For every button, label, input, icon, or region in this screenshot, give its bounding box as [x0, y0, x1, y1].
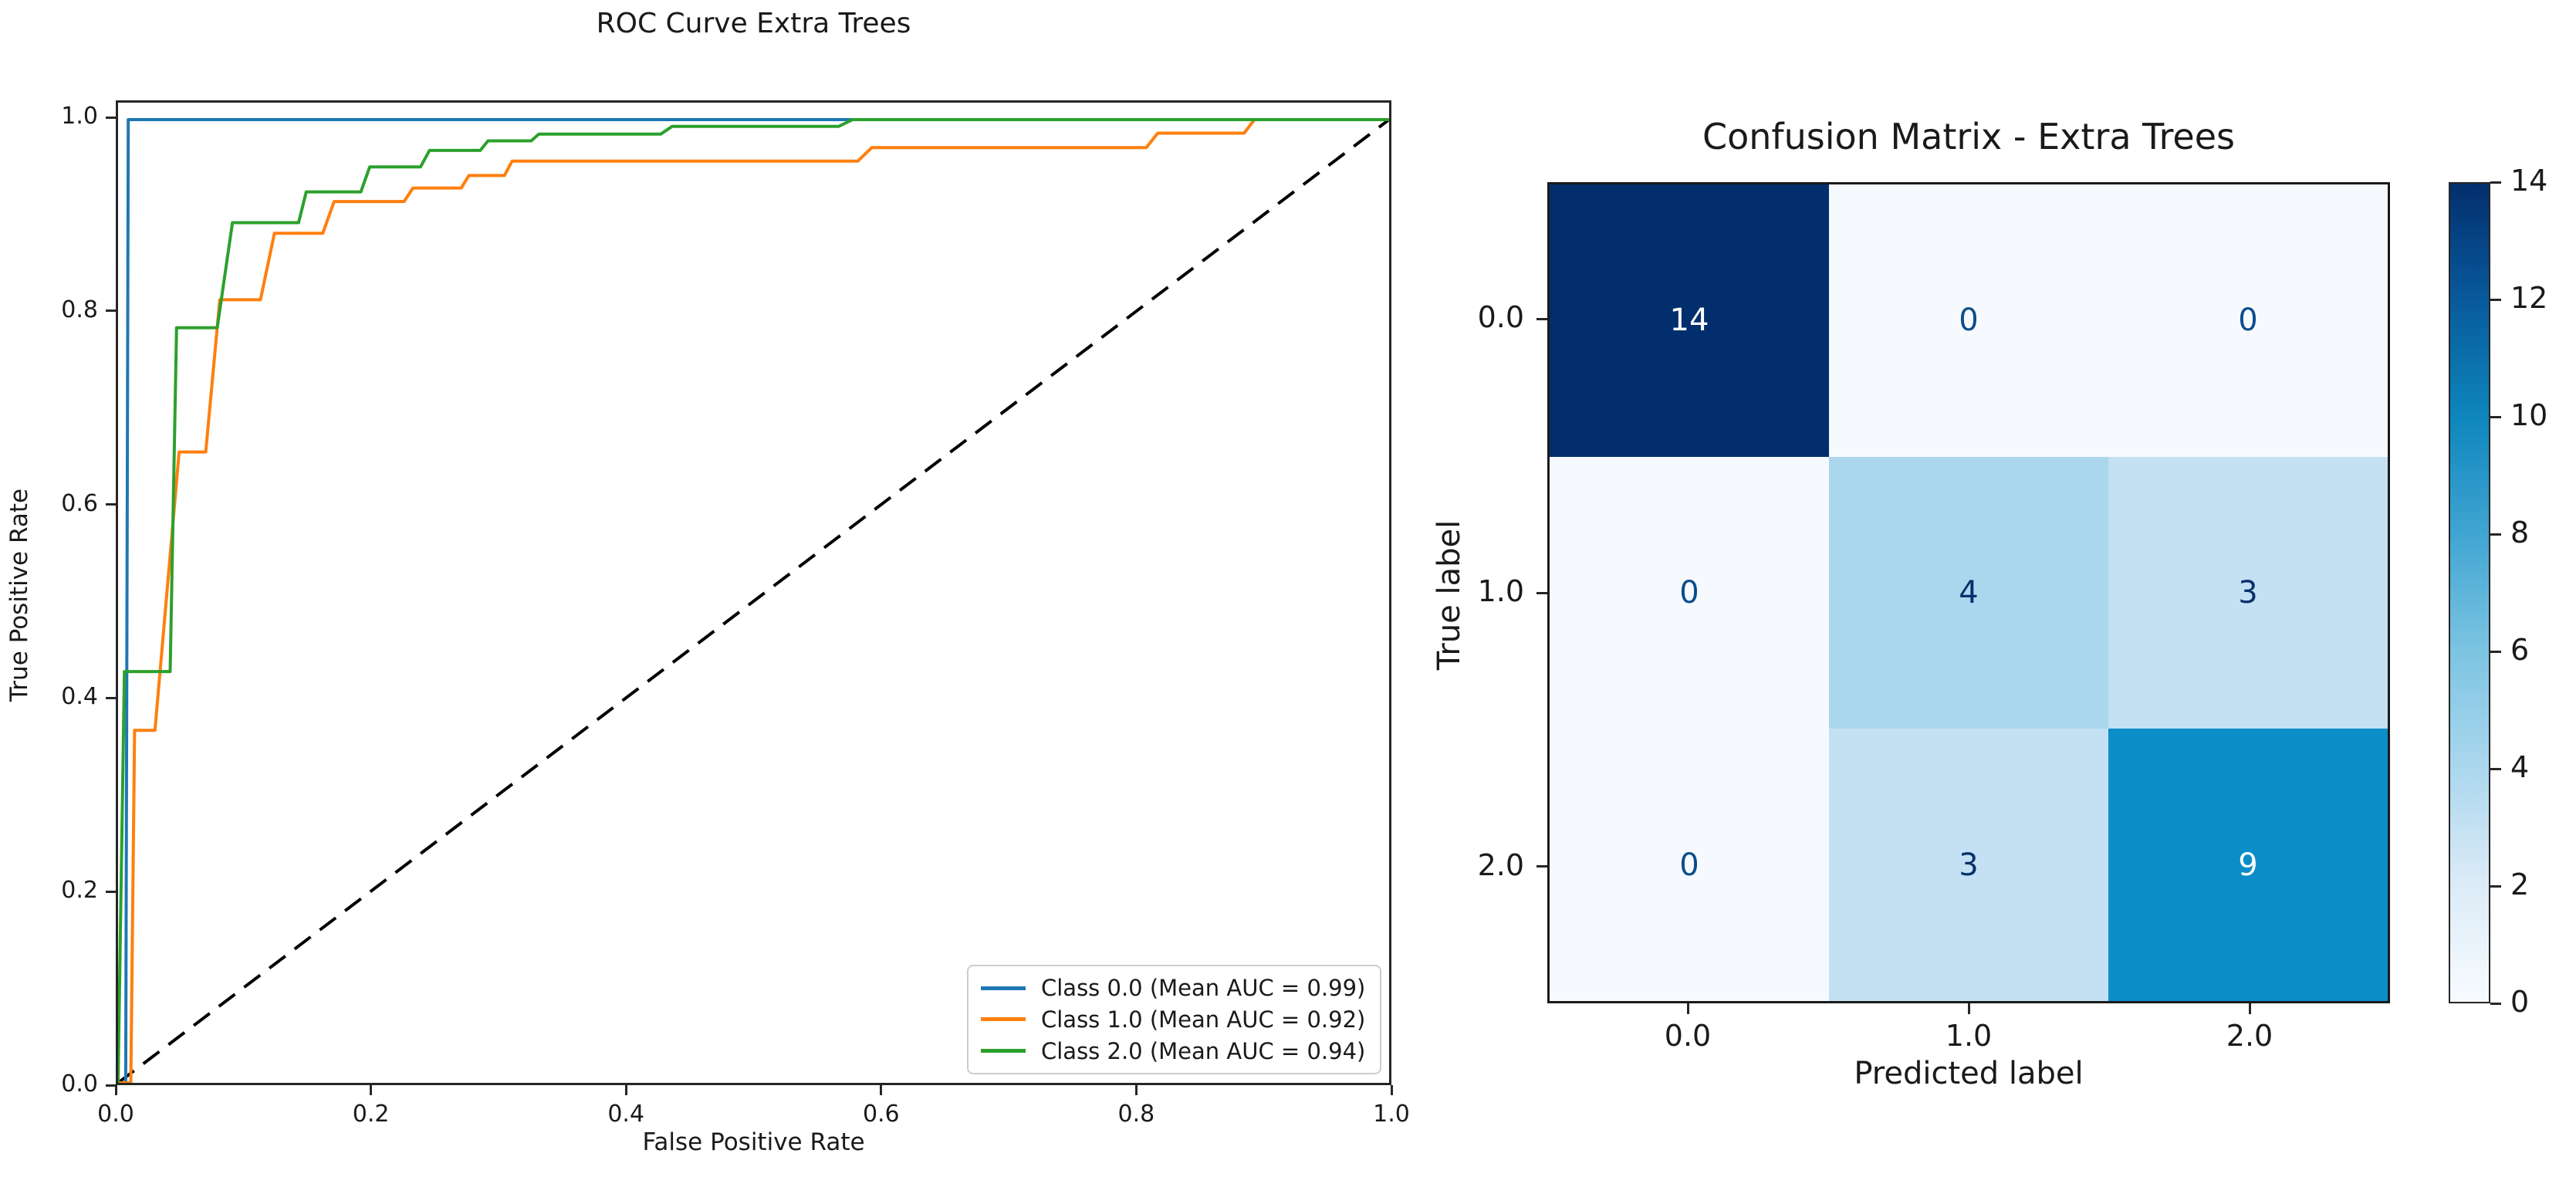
- cm-x-tick-mark: [1967, 1003, 1970, 1014]
- cm-xaxis-label: Predicted label: [1854, 1056, 2084, 1091]
- roc-x-tick-mark: [1134, 1085, 1138, 1095]
- cm-colorbar-tick-mark: [2490, 298, 2501, 301]
- cm-y-tick-label: 2.0: [1477, 847, 1524, 882]
- legend-line-swatch: [981, 1017, 1026, 1022]
- roc-y-tick-mark: [106, 890, 116, 893]
- cm-colorbar-tick-label: 12: [2510, 281, 2548, 315]
- cm-colorbar-tick-mark: [2490, 650, 2501, 653]
- roc-yaxis-label: True Positive Rate: [5, 488, 33, 702]
- cm-colorbar-tick-mark: [2490, 181, 2501, 184]
- roc-x-tick-label: 0.2: [352, 1101, 390, 1128]
- cm-colorbar: [2449, 182, 2490, 1003]
- legend-entry: Class 0.0 (Mean AUC = 0.99): [981, 975, 1367, 1001]
- cm-colorbar-tick-label: 8: [2510, 516, 2530, 550]
- cm-cell-r1c1: 4: [1829, 456, 2108, 729]
- roc-y-tick-mark: [106, 309, 116, 313]
- roc-x-tick-mark: [370, 1085, 373, 1095]
- cm-colorbar-tick-mark: [2490, 767, 2501, 770]
- roc-curves-svg: [118, 118, 1389, 1083]
- roc-title: ROC Curve Extra Trees: [596, 8, 911, 39]
- cm-colorbar-tick-label: 10: [2510, 398, 2548, 432]
- cm-x-tick-mark: [2248, 1003, 2251, 1014]
- cm-x-tick-mark: [1686, 1003, 1689, 1014]
- legend-entry: Class 2.0 (Mean AUC = 0.94): [981, 1038, 1367, 1064]
- cm-colorbar-tick-label: 2: [2510, 868, 2530, 901]
- cm-colorbar-tick-label: 0: [2510, 985, 2530, 1019]
- cm-colorbar-tick-label: 14: [2510, 164, 2548, 198]
- roc-x-tick-mark: [1390, 1085, 1393, 1095]
- roc-x-tick-label: 0.8: [1117, 1101, 1155, 1128]
- cm-y-tick-label: 1.0: [1477, 574, 1524, 608]
- roc-y-tick-label: 0.8: [61, 296, 98, 323]
- cm-cell-r2c0: 0: [1550, 729, 1829, 1001]
- roc-x-tick-label: 0.4: [607, 1101, 645, 1128]
- legend-label: Class 0.0 (Mean AUC = 0.99): [1041, 975, 1366, 1002]
- cm-cell-r0c2: 0: [2108, 184, 2388, 457]
- roc-x-tick-mark: [880, 1085, 883, 1095]
- roc-y-tick-label: 0.0: [61, 1070, 98, 1098]
- cm-y-tick-mark: [1536, 865, 1547, 868]
- roc-legend: Class 0.0 (Mean AUC = 0.99) Class 1.0 (Me…: [967, 965, 1381, 1074]
- roc-y-tick-mark: [106, 116, 116, 119]
- cm-x-tick-label: 1.0: [1945, 1019, 1993, 1053]
- roc-x-tick-mark: [114, 1085, 117, 1095]
- cm-y-tick-mark: [1536, 591, 1547, 594]
- roc-curve-class-2-0: [118, 118, 1389, 1083]
- cm-title: Confusion Matrix - Extra Trees: [1702, 116, 2235, 157]
- cm-cell-r2c1: 3: [1829, 729, 2108, 1001]
- cm-x-tick-label: 2.0: [2226, 1019, 2273, 1053]
- roc-x-tick-mark: [624, 1085, 627, 1095]
- cm-y-tick-mark: [1536, 317, 1547, 320]
- roc-curve-class-1-0: [118, 118, 1389, 1083]
- cm-cell-r0c1: 0: [1829, 184, 2108, 457]
- roc-y-tick-mark: [106, 696, 116, 699]
- cm-colorbar-tick-label: 6: [2510, 633, 2530, 667]
- roc-plot-area: [116, 100, 1391, 1085]
- cm-heatmap: 14 0 0 0 4 3 0 3 9: [1547, 182, 2390, 1003]
- cm-colorbar-tick-mark: [2490, 415, 2501, 418]
- roc-y-tick-mark: [106, 503, 116, 506]
- legend-entry: Class 1.0 (Mean AUC = 0.92): [981, 1006, 1367, 1033]
- roc-x-tick-label: 0.6: [862, 1101, 900, 1128]
- roc-chance-diagonal: [118, 118, 1389, 1083]
- legend-line-swatch: [981, 1049, 1026, 1054]
- roc-x-tick-label: 1.0: [1373, 1101, 1410, 1128]
- cm-cell-r0c0: 14: [1550, 184, 1829, 457]
- roc-xaxis-label: False Positive Rate: [642, 1128, 865, 1156]
- cm-cell-r1c2: 3: [2108, 456, 2388, 729]
- cm-colorbar-tick-mark: [2490, 884, 2501, 888]
- roc-x-tick-label: 0.0: [97, 1101, 134, 1128]
- roc-y-tick-label: 0.2: [61, 877, 98, 905]
- roc-curve-class-0-0: [118, 118, 1389, 1083]
- legend-label: Class 1.0 (Mean AUC = 0.92): [1041, 1006, 1366, 1033]
- legend-label: Class 2.0 (Mean AUC = 0.94): [1041, 1037, 1366, 1064]
- cm-cell-r2c2: 9: [2108, 729, 2388, 1001]
- cm-colorbar-tick-label: 4: [2510, 750, 2530, 784]
- roc-y-tick-label: 0.4: [61, 683, 98, 711]
- roc-y-tick-label: 1.0: [61, 103, 98, 130]
- roc-y-tick-label: 0.6: [61, 489, 98, 517]
- legend-line-swatch: [981, 986, 1026, 990]
- cm-colorbar-tick-mark: [2490, 533, 2501, 536]
- cm-x-tick-label: 0.0: [1664, 1019, 1712, 1053]
- roc-y-tick-mark: [106, 1084, 116, 1087]
- cm-cell-r1c0: 0: [1550, 456, 1829, 729]
- cm-colorbar-tick-mark: [2490, 1002, 2501, 1005]
- cm-y-tick-label: 0.0: [1477, 300, 1524, 335]
